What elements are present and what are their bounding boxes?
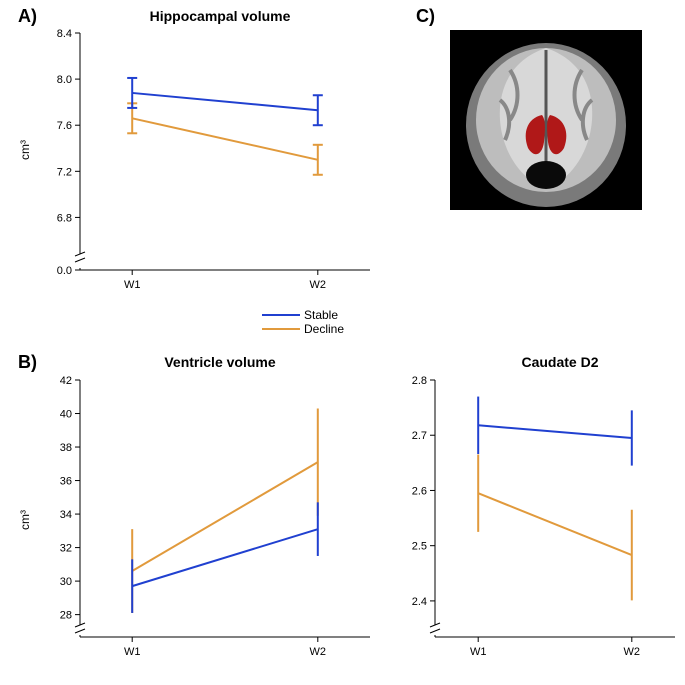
chart-title-b: Ventricle volume xyxy=(120,354,320,370)
legend-stable: Stable xyxy=(262,308,344,322)
svg-text:36: 36 xyxy=(60,476,72,488)
svg-text:2.4: 2.4 xyxy=(412,596,427,608)
chart-title-a: Hippocampal volume xyxy=(120,8,320,24)
svg-text:7.2: 7.2 xyxy=(57,166,72,178)
brain-svg xyxy=(450,30,642,210)
svg-text:W2: W2 xyxy=(310,279,327,291)
svg-text:8.4: 8.4 xyxy=(57,28,72,40)
panel-label-b: B) xyxy=(18,352,37,373)
svg-text:W2: W2 xyxy=(310,646,327,658)
svg-text:32: 32 xyxy=(60,543,72,555)
svg-text:28: 28 xyxy=(60,610,72,622)
svg-text:W1: W1 xyxy=(124,279,141,291)
panel-label-a: A) xyxy=(18,6,37,27)
legend-decline: Decline xyxy=(262,322,344,336)
legend-label-decline: Decline xyxy=(304,322,344,336)
svg-text:2.5: 2.5 xyxy=(412,541,427,553)
svg-text:W2: W2 xyxy=(624,646,641,658)
svg-text:W1: W1 xyxy=(470,646,487,658)
chart-d: 2.4 2.5 2.6 2.7 2.8 W1 W2 xyxy=(395,372,685,667)
legend-line-decline xyxy=(262,328,300,330)
chart-title-d: Caudate D2 xyxy=(460,354,660,370)
svg-text:6.8: 6.8 xyxy=(57,212,72,224)
ylabel-b: cm³ xyxy=(18,510,32,530)
chart-b: 28 30 32 34 36 38 40 42 W1 W2 xyxy=(40,372,380,667)
ylabel-a: cm³ xyxy=(18,140,32,160)
legend-label-stable: Stable xyxy=(304,308,338,322)
svg-text:2.8: 2.8 xyxy=(412,375,427,387)
svg-text:30: 30 xyxy=(60,576,72,588)
svg-text:42: 42 xyxy=(60,375,72,387)
svg-text:8.0: 8.0 xyxy=(57,74,72,86)
svg-text:34: 34 xyxy=(60,509,72,521)
svg-text:0.0: 0.0 xyxy=(57,265,72,277)
svg-text:W1: W1 xyxy=(124,646,141,658)
svg-text:40: 40 xyxy=(60,409,72,421)
svg-text:7.6: 7.6 xyxy=(57,120,72,132)
svg-text:2.6: 2.6 xyxy=(412,485,427,497)
panel-label-c: C) xyxy=(416,6,435,27)
svg-text:38: 38 xyxy=(60,442,72,454)
chart-a: 6.8 7.2 7.6 8.0 8.4 0.0 W1 W2 xyxy=(40,25,380,300)
svg-text:2.7: 2.7 xyxy=(412,430,427,442)
brain-image xyxy=(450,30,642,210)
legend-line-stable xyxy=(262,314,300,316)
legend: Stable Decline xyxy=(262,308,344,336)
